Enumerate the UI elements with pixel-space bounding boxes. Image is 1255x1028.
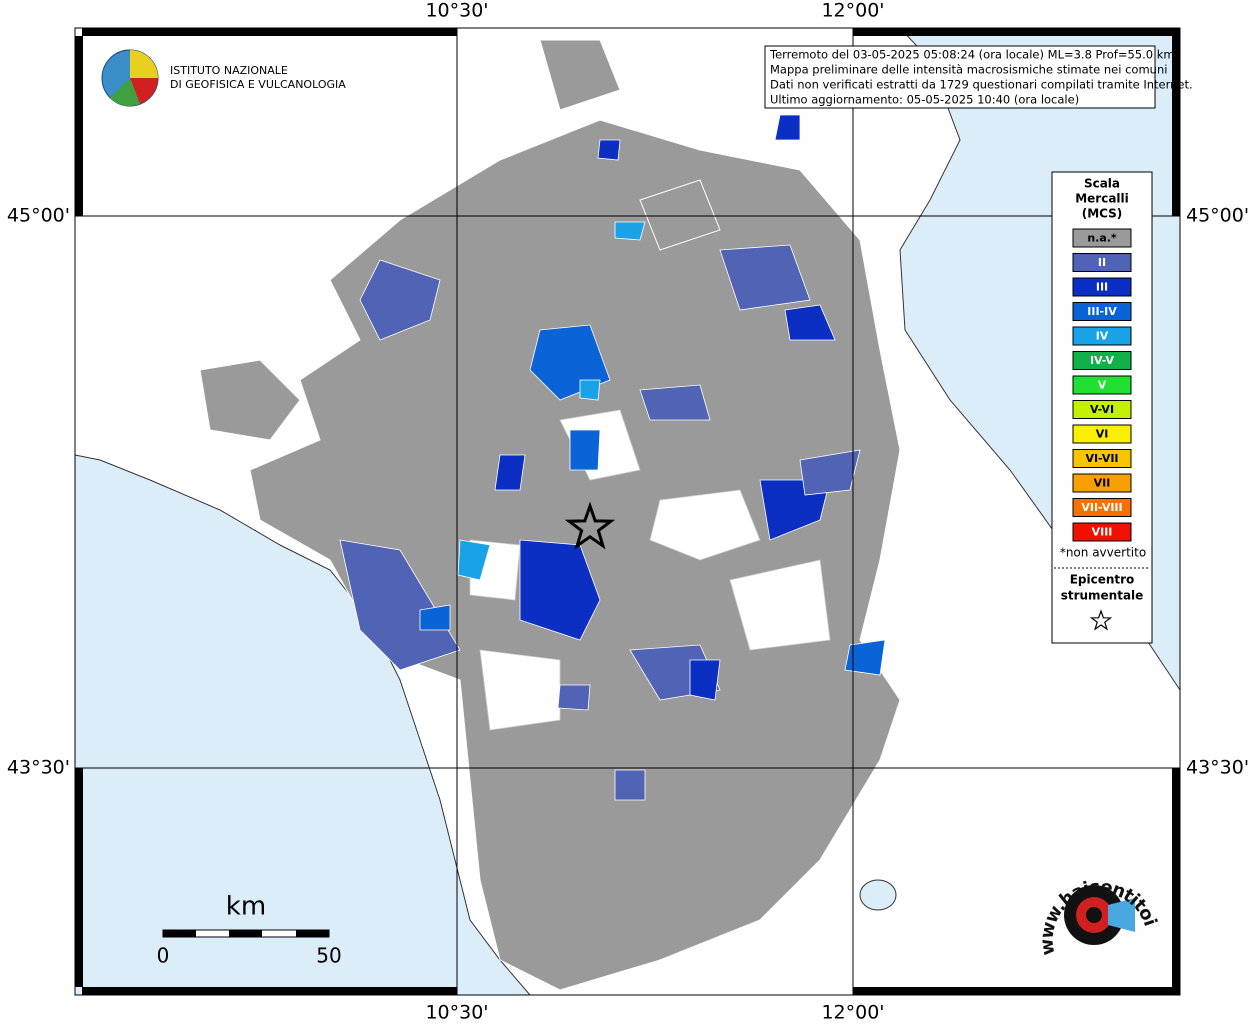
legend-swatch <box>1072 498 1132 517</box>
legend-label: III <box>1096 281 1108 294</box>
legend-swatch <box>1072 326 1132 346</box>
legend-note: *non avvertito <box>1060 546 1146 560</box>
legend-label: n.a.* <box>1087 232 1117 245</box>
legend-swatch <box>1072 302 1132 321</box>
lon-label: 12°00' <box>821 1002 884 1024</box>
legend-label: VIII <box>1092 526 1113 539</box>
legend-star <box>1089 609 1113 631</box>
legend-swatch <box>1072 400 1132 419</box>
legend-title: (MCS) <box>1082 207 1123 221</box>
legend-label: V-VI <box>1090 403 1114 416</box>
legend-swatch <box>1072 375 1132 395</box>
legend-swatch <box>1072 449 1132 468</box>
info-line: Mappa preliminare delle intensità macros… <box>770 63 1167 77</box>
legend-label: IV-V <box>1090 354 1115 367</box>
legend-label: II <box>1098 256 1106 269</box>
legend-label: VII-VIII <box>1081 501 1122 514</box>
legend-label: V <box>1098 379 1107 392</box>
legend-epicenter: Epicentro <box>1070 573 1135 587</box>
logo-text: DI GEOFISICA E VULCANOLOGIA <box>170 78 346 91</box>
legend-swatch <box>1072 277 1132 297</box>
tyrrhenian-sea <box>74 454 532 996</box>
scale-label: 0 <box>157 944 170 968</box>
graticule <box>75 28 1180 995</box>
legend-title: Mercalli <box>1075 192 1129 206</box>
lat-label: 45°00' <box>1186 205 1249 227</box>
lat-label: 43°30' <box>1186 757 1249 779</box>
epicenter-star <box>564 501 616 550</box>
scale-label: 50 <box>316 944 341 968</box>
info-box <box>764 45 1156 109</box>
legend-swatch <box>1072 522 1132 542</box>
legend: ScalaMercalli(MCS)n.a.*IIIIIIII-IVIVIV-V… <box>1054 177 1150 631</box>
info-line: Terremoto del 03-05-2025 05:08:24 (ora l… <box>769 48 1175 62</box>
scale-bar: km 0 50 <box>157 892 342 968</box>
intensity-areas <box>339 114 886 801</box>
logo-text: ISTITUTO NAZIONALE <box>170 64 288 77</box>
info-text: Terremoto del 03-05-2025 05:08:24 (ora l… <box>769 48 1193 107</box>
legend-label: III-IV <box>1087 305 1117 318</box>
legend-swatch <box>1072 253 1132 272</box>
legend-label: VI <box>1096 428 1109 441</box>
info-line: Dati non verificati estratti da 1729 que… <box>770 78 1193 92</box>
legend-epicenter: strumentale <box>1061 589 1144 603</box>
lon-label: 12°00' <box>821 0 884 22</box>
ingv-logo: ISTITUTO NAZIONALE DI GEOFISICA E VULCAN… <box>101 49 346 107</box>
lake <box>859 879 897 911</box>
legend-swatch <box>1072 424 1132 444</box>
legend-label: VI-VII <box>1085 452 1118 465</box>
legend-label: VII <box>1094 477 1111 490</box>
frame <box>74 27 1181 996</box>
white-comuni <box>469 409 831 731</box>
lat-label: 45°00' <box>7 205 70 227</box>
lat-label: 43°30' <box>7 757 70 779</box>
info-line: Ultimo aggiornamento: 05-05-2025 10:40 (… <box>770 93 1079 107</box>
legend-swatch <box>1072 228 1132 248</box>
legend-swatch <box>1072 473 1132 493</box>
legend-label: IV <box>1096 330 1109 343</box>
scale-unit: km <box>226 892 266 922</box>
lon-label: 10°30' <box>425 1002 488 1024</box>
lon-label: 10°30' <box>425 0 488 22</box>
legend-title: Scala <box>1084 177 1120 191</box>
legend-swatch <box>1072 351 1132 370</box>
